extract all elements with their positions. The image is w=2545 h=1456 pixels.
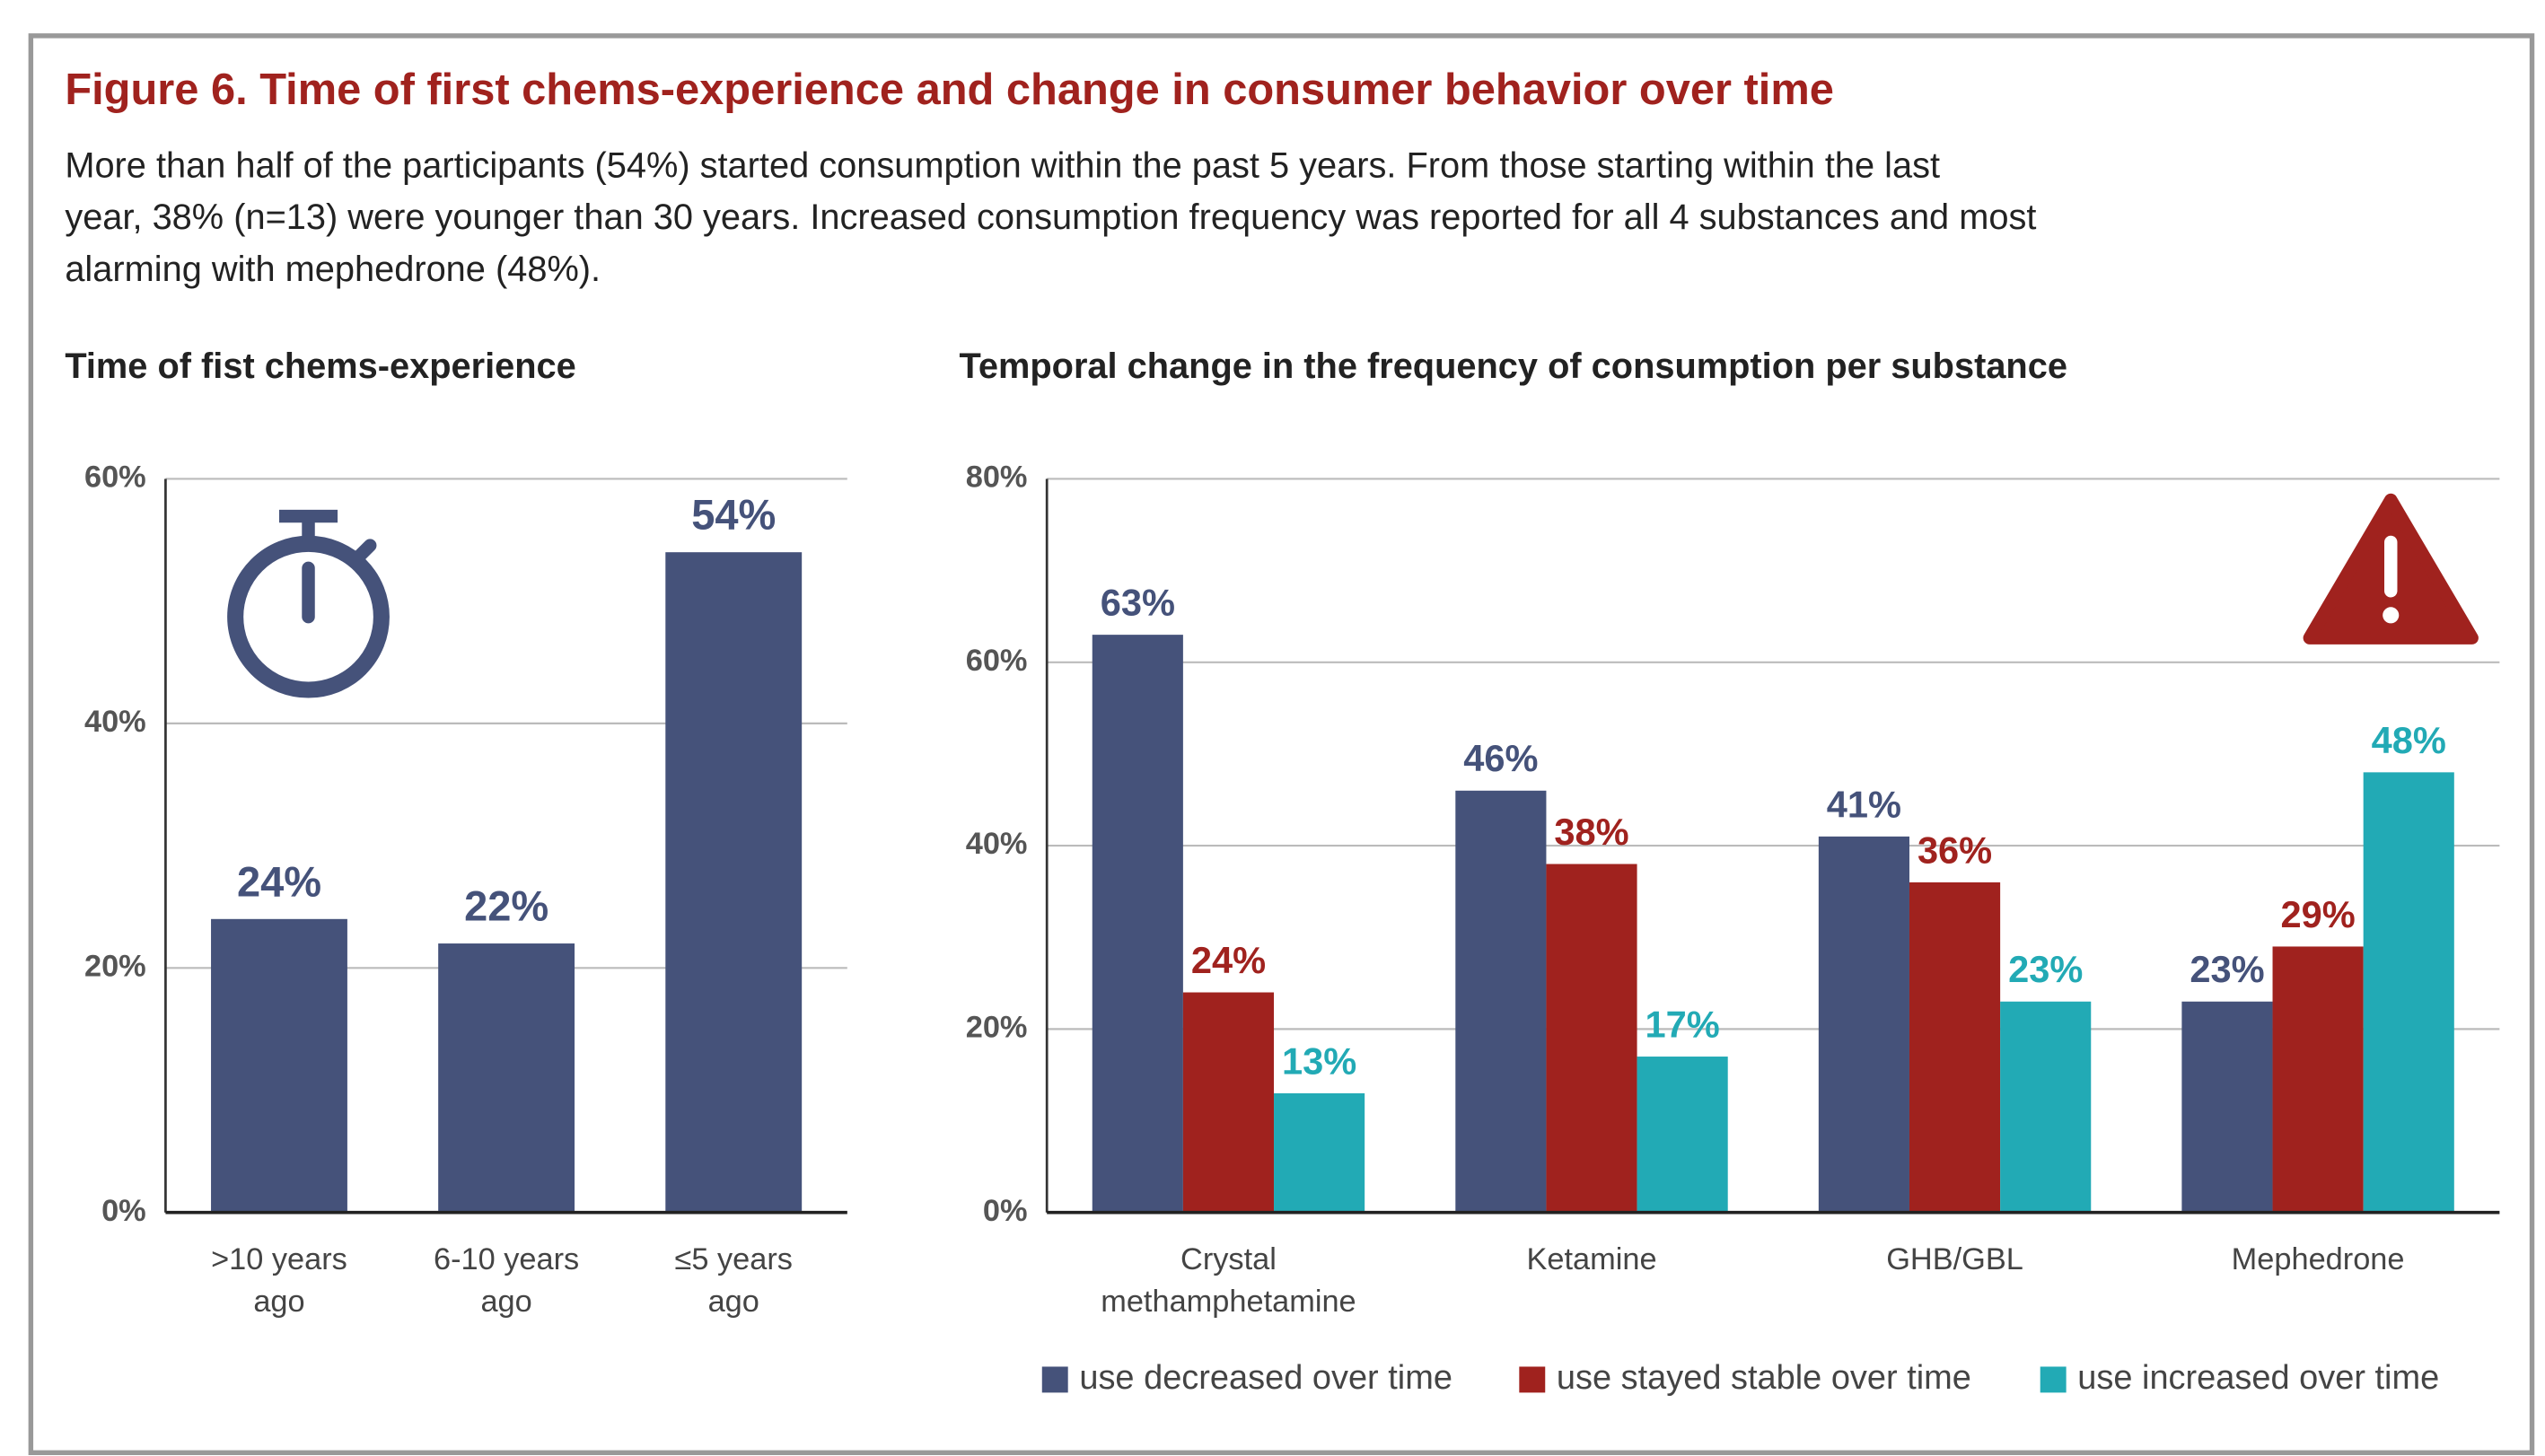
value-label: 54% bbox=[691, 491, 776, 539]
figure-title: Figure 6. Time of first chems-experience… bbox=[65, 66, 1834, 114]
value-label: 29% bbox=[2280, 893, 2355, 935]
value-label: 13% bbox=[1282, 1039, 1356, 1082]
y-tick-label: 0% bbox=[983, 1194, 1028, 1228]
x-tick-label: Mephedrone bbox=[2232, 1242, 2405, 1276]
value-label: 41% bbox=[1827, 783, 1901, 825]
x-tick-label: 6-10 years ago bbox=[434, 1242, 579, 1319]
bar bbox=[2000, 1001, 2092, 1213]
value-label: 46% bbox=[1463, 737, 1538, 779]
y-tick-label: 40% bbox=[84, 705, 146, 739]
chart-title: Time of fist chems-experience bbox=[65, 346, 575, 386]
bar bbox=[1637, 1057, 1728, 1213]
chart-title: Temporal change in the frequency of cons… bbox=[960, 346, 2067, 386]
legend-label: use increased over time bbox=[2077, 1359, 2439, 1397]
y-tick-label: 80% bbox=[966, 460, 1028, 495]
value-label: 24% bbox=[1191, 939, 1266, 981]
value-label: 38% bbox=[1554, 811, 1628, 853]
x-tick-label: GHB/GBL bbox=[1886, 1242, 2023, 1276]
stopwatch-icon bbox=[227, 509, 390, 698]
figure-description: More than half of the participants (54%)… bbox=[65, 145, 2036, 289]
bar bbox=[1546, 864, 1637, 1213]
bar bbox=[1909, 881, 2001, 1213]
y-tick-label: 0% bbox=[101, 1194, 146, 1228]
y-tick-label: 40% bbox=[966, 827, 1028, 861]
bar bbox=[2181, 1001, 2273, 1213]
bar bbox=[1092, 635, 1183, 1213]
value-label: 48% bbox=[2372, 719, 2446, 761]
legend-label: use decreased over time bbox=[1079, 1359, 1452, 1397]
value-label: 23% bbox=[2008, 948, 2083, 990]
bar bbox=[1274, 1092, 1365, 1213]
y-tick-label: 20% bbox=[966, 1010, 1028, 1044]
y-tick-label: 60% bbox=[966, 644, 1028, 678]
y-tick-label: 20% bbox=[84, 949, 146, 983]
bar bbox=[1182, 992, 1275, 1213]
legend-swatch bbox=[2040, 1366, 2067, 1393]
warning-icon bbox=[2303, 493, 2479, 645]
bar bbox=[211, 918, 347, 1213]
bar bbox=[1455, 790, 1547, 1213]
value-label: 23% bbox=[2190, 948, 2264, 990]
value-label: 36% bbox=[1918, 829, 1992, 871]
x-tick-label: Ketamine bbox=[1526, 1242, 1656, 1276]
x-tick-label: Crystal methamphetamine bbox=[1101, 1242, 1356, 1319]
bar bbox=[438, 943, 575, 1213]
bar bbox=[1818, 836, 1909, 1213]
value-label: 17% bbox=[1645, 1003, 1720, 1045]
legend-label: use stayed stable over time bbox=[1557, 1359, 1971, 1397]
bar bbox=[2363, 772, 2454, 1213]
bar bbox=[2272, 946, 2364, 1213]
legend-swatch bbox=[1519, 1366, 1546, 1393]
x-tick-label: >10 years ago bbox=[211, 1242, 347, 1319]
y-tick-label: 60% bbox=[84, 460, 146, 495]
value-label: 22% bbox=[464, 882, 548, 930]
value-label: 24% bbox=[237, 857, 321, 905]
frame bbox=[28, 33, 2535, 1455]
bar bbox=[665, 552, 803, 1213]
legend-swatch bbox=[1041, 1366, 1068, 1393]
value-label: 63% bbox=[1101, 582, 1175, 624]
x-tick-label: ≤5 years ago bbox=[674, 1242, 792, 1319]
